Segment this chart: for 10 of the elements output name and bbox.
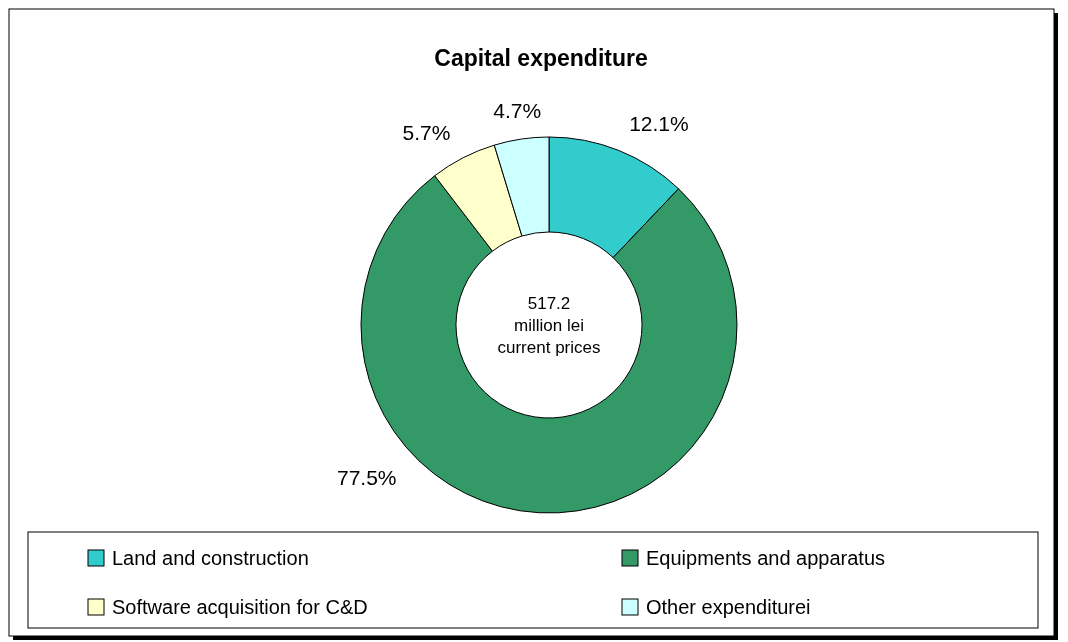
legend-label: Equipments and apparatus bbox=[646, 547, 886, 569]
data-label: 5.7% bbox=[402, 120, 451, 144]
data-label: 12.1% bbox=[629, 112, 689, 136]
text: 517.2 million lei current prices bbox=[497, 294, 601, 357]
legend-label: Land and construction bbox=[112, 547, 309, 569]
data-label: 4.7% bbox=[493, 99, 542, 123]
chart-title: Capital expenditure bbox=[434, 45, 648, 71]
legend-label: Software acquisition for C&D bbox=[112, 596, 368, 618]
data-label: 77.5% bbox=[336, 465, 397, 489]
legend-label: Other expenditurei bbox=[646, 596, 811, 618]
